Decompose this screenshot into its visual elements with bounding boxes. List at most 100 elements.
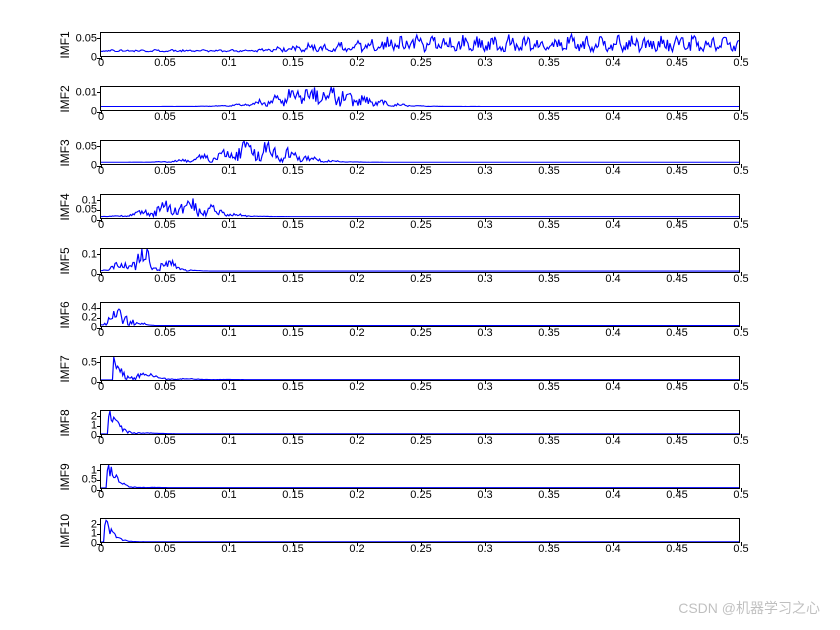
x-tick bbox=[613, 434, 614, 438]
x-tick bbox=[549, 326, 550, 330]
x-tick bbox=[677, 434, 678, 438]
x-tick bbox=[101, 164, 102, 168]
plot-area: 00.20.400.050.10.150.20.250.30.350.40.45… bbox=[100, 302, 740, 327]
y-axis-label: IMF2 bbox=[58, 79, 72, 119]
x-tick bbox=[613, 326, 614, 330]
x-tick bbox=[357, 488, 358, 492]
x-tick bbox=[549, 218, 550, 222]
y-axis-label: IMF5 bbox=[58, 241, 72, 281]
y-axis-label: IMF6 bbox=[58, 295, 72, 335]
x-tick bbox=[485, 164, 486, 168]
x-tick bbox=[229, 272, 230, 276]
x-tick bbox=[549, 164, 550, 168]
x-tick bbox=[741, 434, 742, 438]
x-tick bbox=[421, 542, 422, 546]
x-tick bbox=[357, 434, 358, 438]
x-tick bbox=[613, 56, 614, 60]
subplot-imf4: 00.050.100.050.10.150.20.250.30.350.40.4… bbox=[0, 194, 840, 219]
subplot-imf9: 00.5100.050.10.150.20.250.30.350.40.450.… bbox=[0, 464, 840, 489]
plot-area: 00.0500.050.10.150.20.250.30.350.40.450.… bbox=[100, 32, 740, 57]
x-tick bbox=[229, 380, 230, 384]
x-tick bbox=[677, 488, 678, 492]
x-tick bbox=[101, 326, 102, 330]
x-tick bbox=[613, 272, 614, 276]
x-tick bbox=[229, 326, 230, 330]
x-tick bbox=[357, 56, 358, 60]
signal-line bbox=[101, 465, 739, 488]
y-axis-label: IMF7 bbox=[58, 349, 72, 389]
y-axis-label: IMF4 bbox=[58, 187, 72, 227]
plot-area: 00.0100.050.10.150.20.250.30.350.40.450.… bbox=[100, 86, 740, 111]
x-tick bbox=[421, 272, 422, 276]
x-tick bbox=[677, 164, 678, 168]
x-tick bbox=[293, 488, 294, 492]
subplot-imf6: 00.20.400.050.10.150.20.250.30.350.40.45… bbox=[0, 302, 840, 327]
x-tick bbox=[229, 56, 230, 60]
x-tick bbox=[485, 488, 486, 492]
x-tick bbox=[421, 110, 422, 114]
x-tick bbox=[165, 488, 166, 492]
x-tick bbox=[485, 56, 486, 60]
x-tick bbox=[613, 218, 614, 222]
signal-line bbox=[101, 411, 739, 434]
x-tick bbox=[485, 218, 486, 222]
x-tick bbox=[485, 380, 486, 384]
x-tick bbox=[293, 380, 294, 384]
x-tick bbox=[293, 56, 294, 60]
x-tick bbox=[549, 380, 550, 384]
signal-line bbox=[101, 141, 739, 164]
signal-line bbox=[101, 195, 739, 218]
y-axis-label: IMF8 bbox=[58, 403, 72, 443]
x-tick bbox=[293, 542, 294, 546]
x-tick bbox=[293, 326, 294, 330]
plot-area: 00.0500.050.10.150.20.250.30.350.40.450.… bbox=[100, 140, 740, 165]
x-tick bbox=[165, 542, 166, 546]
x-tick bbox=[229, 542, 230, 546]
subplot-imf7: 00.500.050.10.150.20.250.30.350.40.450.5… bbox=[0, 356, 840, 381]
x-tick bbox=[357, 542, 358, 546]
x-tick bbox=[357, 218, 358, 222]
x-tick bbox=[165, 326, 166, 330]
subplot-imf2: 00.0100.050.10.150.20.250.30.350.40.450.… bbox=[0, 86, 840, 111]
x-tick bbox=[165, 164, 166, 168]
x-tick bbox=[421, 488, 422, 492]
subplot-imf5: 00.100.050.10.150.20.250.30.350.40.450.5… bbox=[0, 248, 840, 273]
x-tick bbox=[549, 110, 550, 114]
x-tick bbox=[101, 542, 102, 546]
plot-area: 00.050.100.050.10.150.20.250.30.350.40.4… bbox=[100, 194, 740, 219]
plot-area: 00.5100.050.10.150.20.250.30.350.40.450.… bbox=[100, 464, 740, 489]
x-tick bbox=[741, 110, 742, 114]
x-tick bbox=[293, 218, 294, 222]
x-tick bbox=[293, 272, 294, 276]
plot-area: 01200.050.10.150.20.250.30.350.40.450.5 bbox=[100, 518, 740, 543]
x-tick bbox=[165, 434, 166, 438]
x-tick bbox=[549, 542, 550, 546]
subplot-imf1: 00.0500.050.10.150.20.250.30.350.40.450.… bbox=[0, 32, 840, 57]
x-tick bbox=[485, 542, 486, 546]
plot-area: 00.500.050.10.150.20.250.30.350.40.450.5 bbox=[100, 356, 740, 381]
signal-line bbox=[101, 357, 739, 380]
x-tick bbox=[293, 164, 294, 168]
x-tick bbox=[293, 110, 294, 114]
x-tick bbox=[165, 110, 166, 114]
signal-line bbox=[101, 87, 739, 110]
x-tick bbox=[613, 542, 614, 546]
x-tick bbox=[677, 56, 678, 60]
x-tick bbox=[677, 326, 678, 330]
x-tick bbox=[549, 488, 550, 492]
x-tick bbox=[357, 272, 358, 276]
x-tick bbox=[421, 56, 422, 60]
figure: 00.0500.050.10.150.20.250.30.350.40.450.… bbox=[0, 0, 840, 630]
x-tick bbox=[613, 110, 614, 114]
x-tick bbox=[677, 110, 678, 114]
x-tick bbox=[485, 110, 486, 114]
x-tick bbox=[421, 380, 422, 384]
x-tick bbox=[229, 164, 230, 168]
x-tick bbox=[741, 56, 742, 60]
x-tick bbox=[421, 434, 422, 438]
signal-line bbox=[101, 303, 739, 326]
x-tick bbox=[549, 434, 550, 438]
x-tick bbox=[741, 326, 742, 330]
x-tick bbox=[741, 218, 742, 222]
x-tick bbox=[101, 434, 102, 438]
